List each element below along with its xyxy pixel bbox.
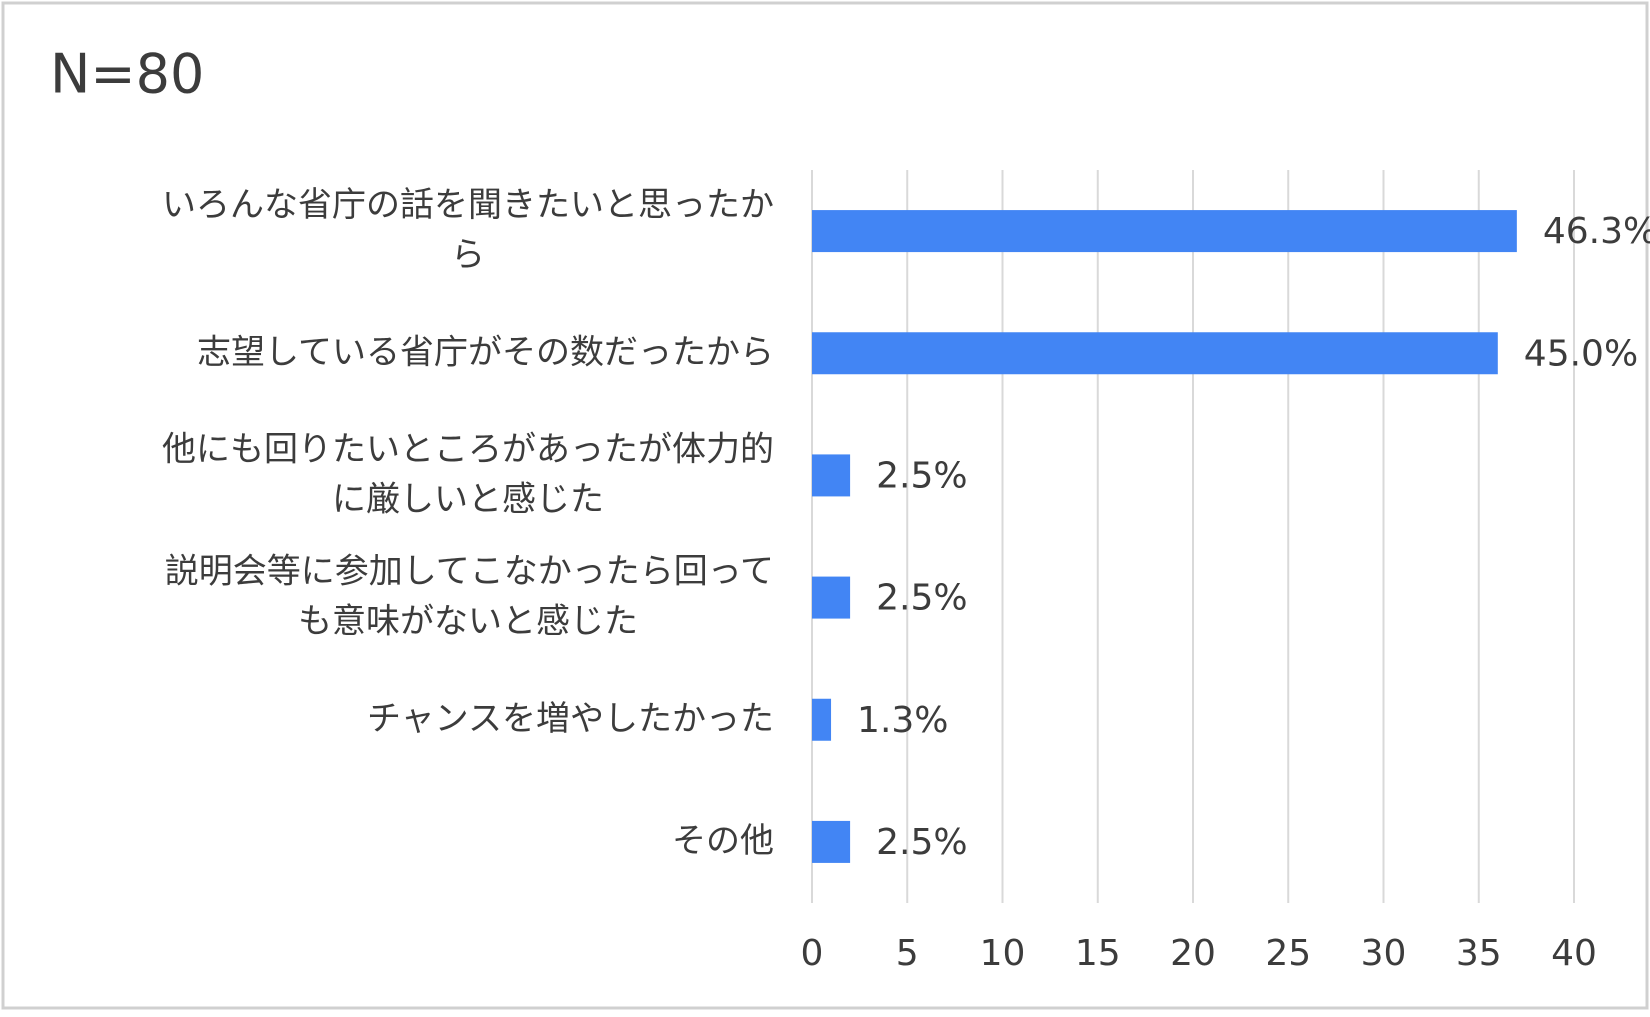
- bar: [812, 820, 851, 863]
- x-tick-label: 15: [1075, 933, 1121, 974]
- value-label: 46.3%: [1543, 211, 1650, 252]
- value-label: 45.0%: [1524, 333, 1638, 374]
- value-label: 2.5%: [876, 455, 967, 496]
- y-tick-label: チャンスを増やしたかった: [367, 698, 774, 738]
- y-tick-label: その他: [672, 820, 774, 860]
- y-tick-label: 説明会等に参加してこなかったら回っても意味がないと感じた: [165, 551, 774, 641]
- value-label: 1.3%: [857, 700, 948, 741]
- bar: [812, 454, 851, 497]
- value-label: 2.5%: [876, 822, 967, 863]
- bar: [812, 332, 1498, 375]
- value-label: 2.5%: [876, 578, 967, 619]
- y-tick-label: 他にも回りたいところがあったが体力的に厳しいと感じた: [162, 429, 774, 519]
- x-tick-label: 35: [1456, 933, 1502, 974]
- bar: [812, 576, 851, 619]
- x-tick-label: 30: [1361, 933, 1407, 974]
- bar: [812, 698, 832, 741]
- bar: [812, 210, 1517, 253]
- x-tick-label: 20: [1170, 933, 1216, 974]
- x-tick-label: 40: [1551, 933, 1597, 974]
- x-tick-label: 25: [1265, 933, 1311, 974]
- y-tick-label: 志望している省庁がその数だったから: [197, 332, 774, 372]
- x-tick-label: 0: [801, 933, 824, 974]
- x-tick-label: 10: [980, 933, 1026, 974]
- chart-title: N=80: [50, 43, 204, 106]
- y-tick-label: いろんな省庁の話を聞きたいと思ったから: [162, 185, 774, 275]
- x-tick-label: 5: [896, 933, 919, 974]
